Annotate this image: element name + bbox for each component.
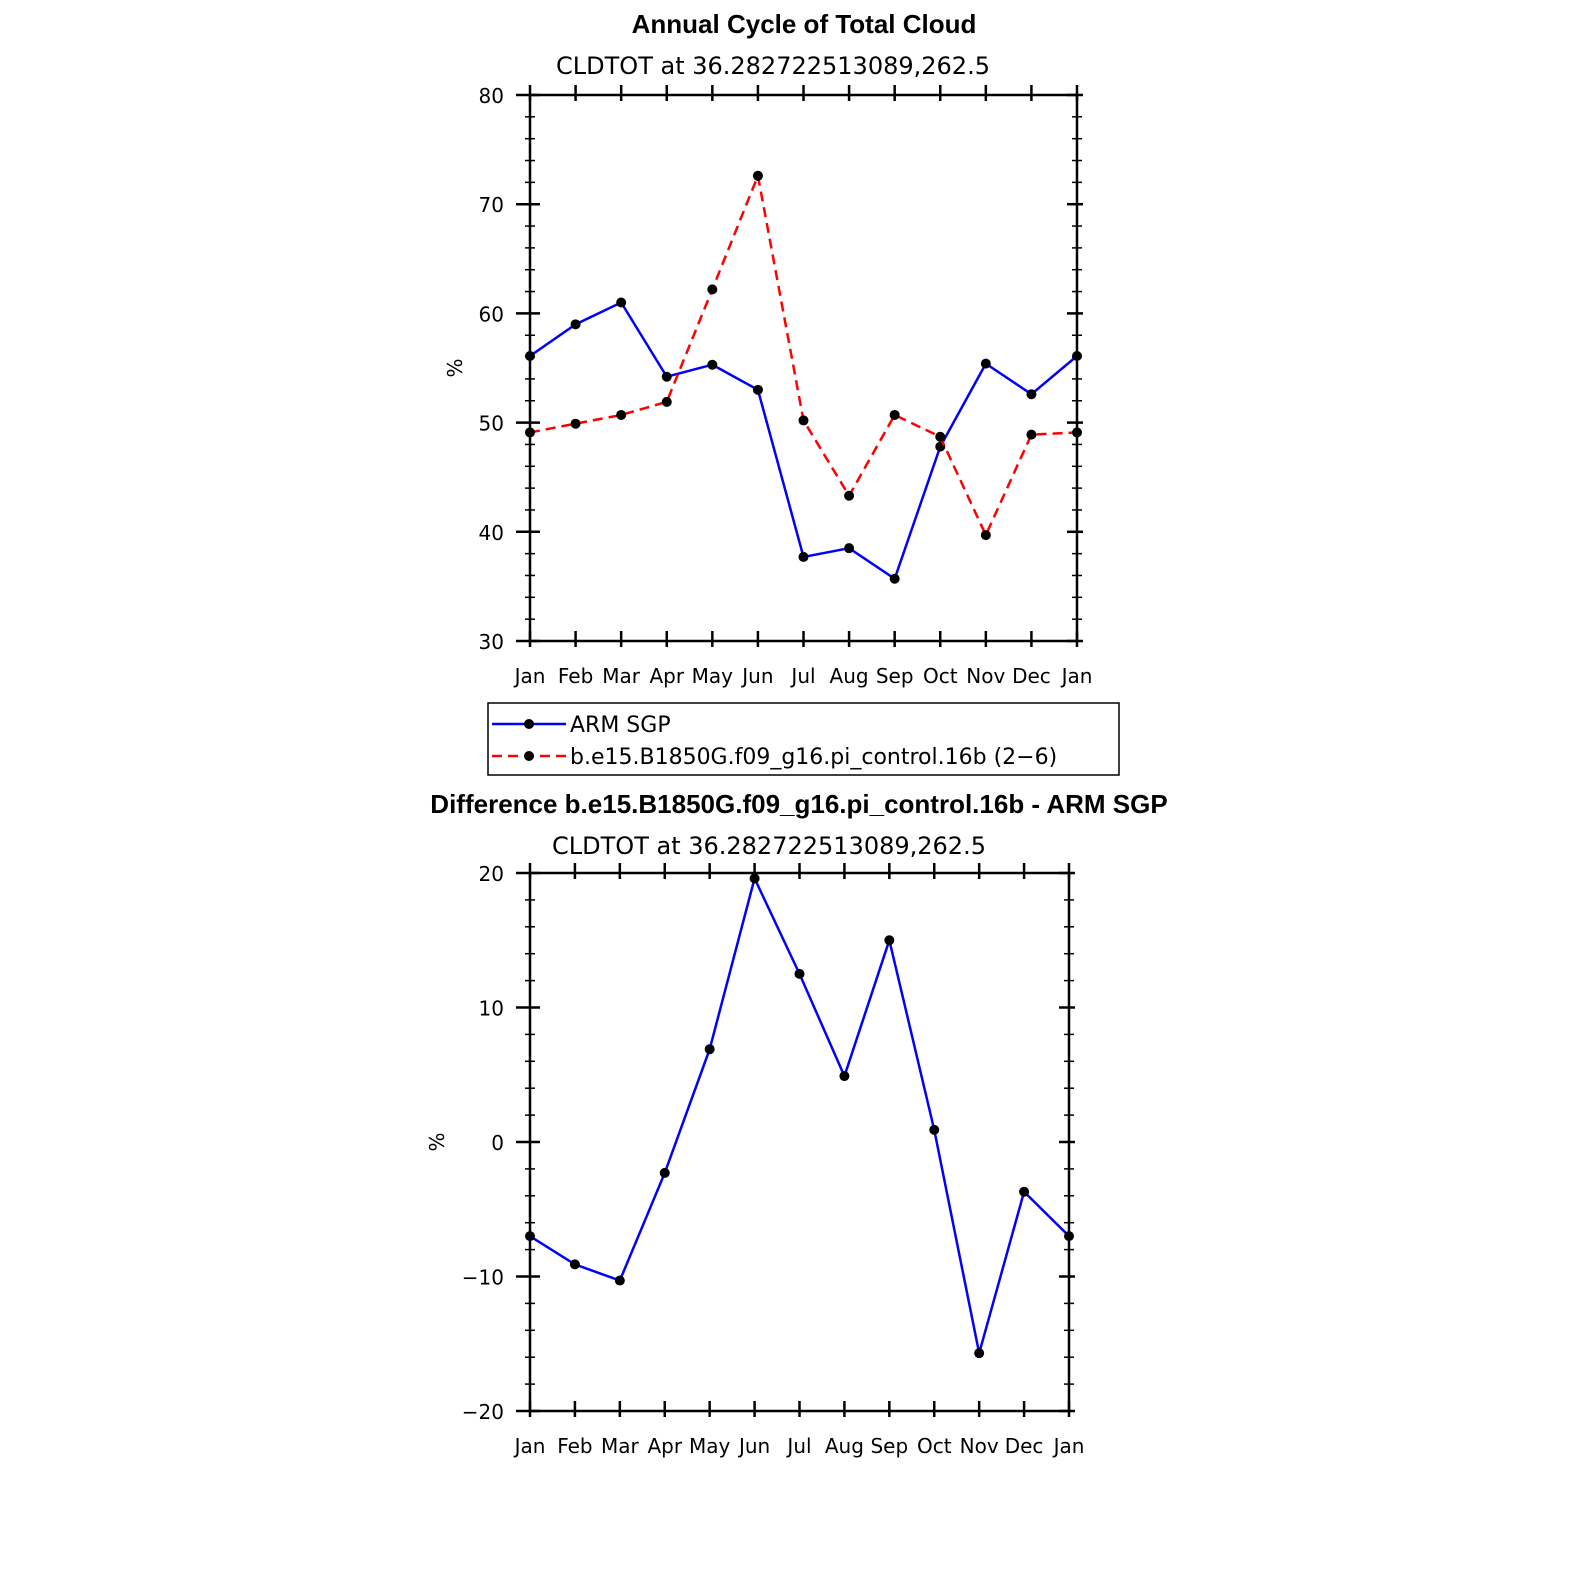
- x-tick-label: Oct: [923, 664, 958, 688]
- data-point: [749, 873, 760, 884]
- data-point: [798, 551, 809, 562]
- chart-plot-top: Jan Feb Mar Apr May Jun Jul Aug Sep Oct Nov Dec Jan 3…: [479, 84, 1093, 688]
- data-point: [569, 1259, 580, 1270]
- legend-box: [487, 702, 1120, 776]
- chart-title-difference: Difference b.e15.B1850G.f09_g16.pi_contr…: [430, 789, 1167, 819]
- x-tick-label: Jan: [513, 664, 546, 688]
- data-point: [929, 1124, 940, 1135]
- series-line-1: [529, 171, 1078, 539]
- data-point: [525, 350, 535, 361]
- x-tick-label: Nov: [966, 664, 1005, 688]
- x-tick-label: Sep: [870, 1434, 908, 1458]
- x-tick-label: Feb: [557, 1434, 592, 1458]
- data-point: [1072, 350, 1082, 361]
- data-point: [935, 431, 946, 442]
- data-point: [844, 543, 855, 554]
- x-tick-label: Jun: [737, 1434, 770, 1458]
- x-tick-label: Sep: [876, 664, 914, 688]
- data-point: [525, 427, 535, 438]
- x-tick-label: Mar: [602, 664, 641, 688]
- x-tick-label: Jan: [513, 1434, 546, 1458]
- data-point: [659, 1167, 670, 1178]
- y-axis-label-difference: %: [425, 1132, 449, 1151]
- chart-title: Annual Cycle of Total Cloud: [632, 9, 977, 39]
- y-tick-label: 30: [479, 630, 504, 654]
- x-tick-label: Dec: [1005, 1434, 1044, 1458]
- data-point: [980, 358, 991, 369]
- chart-plot-bottom: Jan Feb Mar Apr May Jun Jul Aug Sep Oct Nov Dec Jan−…: [462, 862, 1085, 1458]
- y-tick-label: 20: [479, 862, 504, 886]
- y-tick-label: −10: [462, 1266, 504, 1290]
- data-point: [616, 409, 627, 420]
- x-tick-label: Mar: [601, 1434, 640, 1458]
- legend-entry-1: b.e15.B1850G.f09_g16.pi_control.16b (2−6…: [570, 745, 1057, 770]
- x-tick-label: Dec: [1012, 664, 1051, 688]
- data-point: [570, 319, 581, 330]
- x-tick-label: Jul: [785, 1434, 811, 1458]
- y-tick-label: 10: [479, 997, 504, 1021]
- data-point: [839, 1071, 850, 1082]
- data-point: [884, 935, 895, 946]
- data-point: [525, 1231, 535, 1242]
- data-point: [616, 297, 627, 308]
- x-tick-label: Apr: [649, 664, 684, 688]
- y-tick-label: 70: [479, 193, 504, 217]
- data-point: [974, 1348, 985, 1359]
- y-tick-label: 50: [479, 412, 504, 436]
- data-point: [980, 530, 991, 541]
- x-tick-label: Aug: [825, 1434, 864, 1458]
- x-tick-label: Jun: [740, 664, 773, 688]
- y-tick-label: 80: [479, 84, 504, 108]
- data-point: [704, 1044, 715, 1055]
- data-point: [614, 1275, 625, 1286]
- legend-swatch-marker-0: [524, 719, 534, 729]
- x-tick-label: Oct: [917, 1434, 952, 1458]
- data-point: [1072, 427, 1082, 438]
- data-point: [707, 284, 718, 295]
- x-tick-label: Aug: [830, 664, 869, 688]
- chart-subtitle: CLDTOT at 36.282722513089,262.5: [556, 52, 990, 80]
- legend-entry-0: ARM SGP: [570, 713, 671, 738]
- x-tick-label: May: [689, 1434, 731, 1458]
- data-point: [570, 418, 581, 429]
- y-axis-label: %: [443, 358, 467, 377]
- data-point: [1019, 1186, 1030, 1197]
- y-tick-label: 40: [479, 521, 504, 545]
- chart-subtitle-difference: CLDTOT at 36.282722513089,262.5: [552, 832, 986, 860]
- data-point: [661, 371, 672, 382]
- data-point: [798, 415, 809, 426]
- y-tick-label: 0: [491, 1131, 504, 1155]
- data-point: [707, 359, 718, 370]
- x-tick-label: Jul: [789, 664, 815, 688]
- data-point: [889, 573, 900, 584]
- x-tick-label: Jan: [1060, 664, 1093, 688]
- y-tick-label: 60: [479, 302, 504, 326]
- data-point: [889, 409, 900, 420]
- data-point: [752, 170, 763, 181]
- data-point: [1064, 1231, 1074, 1242]
- x-tick-label: Feb: [558, 664, 593, 688]
- legend: ARM SGP b.e15.B1850G.f09_g16.pi_control.…: [487, 702, 1120, 776]
- x-tick-label: Jan: [1052, 1434, 1085, 1458]
- x-tick-label: May: [692, 664, 734, 688]
- legend-swatch-marker-1: [524, 751, 534, 761]
- data-point: [844, 490, 855, 501]
- data-point: [752, 384, 763, 395]
- data-point: [661, 396, 672, 407]
- plot-frame: [528, 871, 1071, 1413]
- series-line-0: [529, 874, 1070, 1354]
- series-line-0: [529, 300, 1078, 581]
- data-point: [794, 968, 805, 979]
- x-tick-label: Nov: [960, 1434, 999, 1458]
- y-tick-label: −20: [462, 1400, 504, 1424]
- x-tick-label: Apr: [647, 1434, 682, 1458]
- data-point: [1026, 429, 1037, 440]
- data-point: [1026, 389, 1037, 400]
